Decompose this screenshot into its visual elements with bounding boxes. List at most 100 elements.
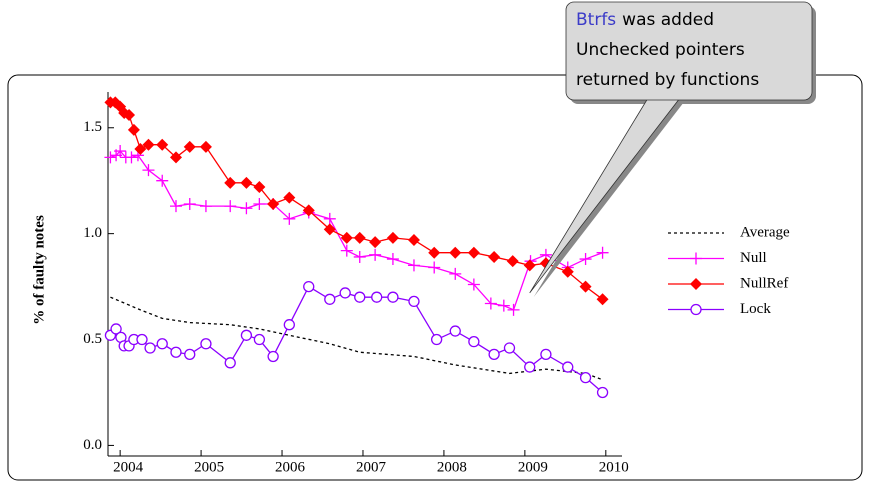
marker — [224, 200, 237, 213]
marker — [123, 109, 136, 122]
marker — [104, 151, 117, 164]
marker — [369, 236, 382, 249]
marker — [579, 371, 592, 384]
marker — [169, 200, 182, 213]
marker — [142, 164, 155, 177]
marker — [449, 325, 461, 337]
marker — [253, 333, 266, 346]
marker — [303, 280, 315, 293]
marker — [468, 335, 480, 348]
marker — [371, 291, 383, 303]
marker — [386, 231, 399, 244]
marker — [283, 191, 296, 204]
marker — [506, 255, 519, 268]
marker — [596, 293, 609, 306]
marker — [324, 293, 336, 305]
y-tick-label: 0.0 — [83, 437, 102, 453]
x-tick-label: 2009 — [518, 459, 548, 475]
marker — [387, 291, 399, 303]
marker — [156, 174, 169, 187]
marker — [561, 265, 574, 278]
marker — [428, 261, 441, 274]
callout-box — [565, 1, 813, 101]
marker — [183, 198, 196, 210]
marker — [408, 295, 420, 308]
marker — [449, 267, 462, 280]
marker — [224, 357, 236, 369]
callout-pointer-shadow — [533, 102, 684, 297]
marker — [144, 342, 156, 354]
series-line — [110, 150, 603, 311]
marker — [339, 287, 351, 299]
marker — [596, 386, 609, 399]
marker — [503, 342, 516, 354]
marker — [540, 348, 552, 361]
x-tick-label: 2006 — [275, 459, 306, 475]
legend-label: Null — [740, 250, 767, 266]
y-tick-label: 1.0 — [83, 225, 102, 241]
marker — [283, 319, 295, 331]
chart-frame — [7, 74, 863, 481]
legend-marker — [690, 278, 702, 290]
marker — [596, 246, 609, 259]
marker — [184, 348, 196, 361]
marker — [224, 176, 237, 189]
marker — [407, 259, 420, 272]
legend-label: NullRef — [740, 275, 788, 291]
x-tick-label: 2005 — [194, 459, 224, 475]
marker — [267, 350, 279, 363]
marker — [488, 250, 501, 263]
marker — [136, 333, 148, 346]
plot: 0.0 0.5 1.0 1.5 2004 2005 2006 2007 2008 2009 2010 — [83, 96, 629, 475]
x-tick-label: 2010 — [599, 459, 629, 475]
marker — [340, 244, 353, 257]
marker — [240, 176, 253, 189]
marker — [523, 259, 536, 272]
marker — [562, 361, 574, 373]
marker — [127, 123, 140, 136]
legend: Average Null NullRef Lock — [668, 224, 790, 317]
marker — [183, 140, 196, 153]
marker — [323, 212, 336, 225]
marker — [240, 202, 253, 215]
marker — [125, 151, 138, 164]
marker — [488, 348, 500, 361]
marker — [407, 234, 420, 246]
marker — [340, 231, 353, 244]
marker — [283, 212, 296, 225]
marker — [369, 248, 382, 261]
x-tick-label: 2008 — [437, 459, 467, 475]
marker — [353, 231, 366, 244]
callout-text: returned by functions — [576, 70, 759, 90]
marker — [142, 138, 155, 151]
marker — [354, 291, 366, 303]
marker — [156, 338, 168, 350]
marker — [170, 346, 182, 358]
marker — [579, 280, 592, 293]
marker — [497, 299, 510, 312]
marker — [386, 253, 399, 266]
y-tick-label: 1.5 — [83, 119, 102, 135]
marker — [114, 145, 127, 158]
marker — [428, 246, 441, 259]
marker — [110, 323, 122, 335]
marker — [524, 361, 536, 373]
marker — [200, 338, 212, 350]
legend-label: Lock — [740, 301, 771, 317]
marker — [156, 138, 169, 151]
marker — [267, 198, 280, 210]
callout-line: Btrfs was added — [576, 10, 714, 30]
y-tick-label: 0.5 — [83, 331, 102, 347]
y-axis-label: % of faulty notes — [31, 215, 47, 325]
marker — [253, 198, 266, 210]
marker — [467, 246, 480, 259]
marker — [169, 151, 182, 164]
marker — [134, 142, 147, 155]
marker — [579, 253, 592, 266]
x-tick-label: 2007 — [356, 459, 387, 475]
marker — [240, 329, 253, 341]
marker — [199, 140, 212, 153]
legend-marker — [690, 303, 702, 316]
marker — [484, 297, 497, 310]
